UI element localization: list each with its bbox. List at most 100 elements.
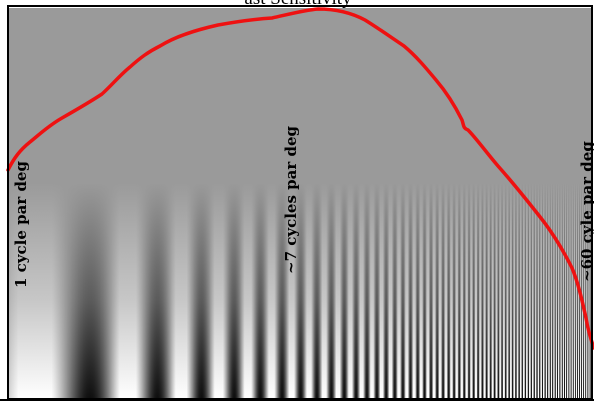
grating-column [424,6,426,399]
grating-column [412,6,414,399]
grating-column [554,6,556,399]
grating-column [484,6,486,399]
grating-column [196,6,198,399]
grating-column [298,6,300,399]
grating-column [449,6,451,399]
grating-column [294,6,296,399]
grating-column [524,6,526,399]
grating-column [124,6,126,399]
grating-column [226,6,228,399]
grating-column [137,6,139,399]
grating-column [207,6,209,399]
grating-column [265,6,267,399]
grating-column [274,6,276,399]
grating-column [455,6,457,399]
label-7-cycles-per-deg: ~7 cycles par deg [282,126,300,274]
grating-column [190,6,192,399]
grating-column [344,6,346,399]
grating-column [381,6,383,399]
grating-column [504,6,506,399]
grating-column [224,6,226,399]
grating-column [78,6,80,399]
grating-column [46,6,48,399]
grating-column [454,6,456,399]
grating-column [292,6,294,399]
sine-grating [8,6,593,399]
grating-column [158,6,160,399]
grating-column [521,6,523,399]
grating-column [258,6,260,399]
grating-column [448,6,450,399]
grating-column [88,6,90,399]
grating-column [323,6,325,399]
grating-column [401,6,403,399]
grating-column [267,6,269,399]
grating-column [125,6,127,399]
grating-column [413,6,415,399]
grating-column [39,6,41,399]
grating-column [123,6,125,399]
grating-column [198,6,200,399]
grating-column [302,6,304,399]
grating-column [368,6,370,399]
grating-column [159,6,161,399]
grating-column [109,6,111,399]
grating-column [586,6,588,399]
grating-column [550,6,552,399]
grating-column [244,6,246,399]
grating-column [218,6,220,399]
grating-column [339,6,341,399]
grating-column [562,6,564,399]
grating-column [162,6,164,399]
grating-column [151,6,153,399]
grating-column [156,6,158,399]
grating-column [223,6,225,399]
grating-column [205,6,207,399]
grating-column [407,6,409,399]
grating-column [28,6,30,399]
grating-column [74,6,76,399]
grating-column [108,6,110,399]
grating-column [392,6,394,399]
grating-column [555,6,557,399]
grating-column [518,6,520,399]
grating-column [548,6,550,399]
grating-column [251,6,253,399]
grating-column [126,6,128,399]
grating-column [171,6,173,399]
grating-column [192,6,194,399]
grating-column [217,6,219,399]
grating-column [288,6,290,399]
grating-column [249,6,251,399]
grating-column [532,6,534,399]
grating-column [576,6,578,399]
grating-column [18,6,20,399]
grating-column [155,6,157,399]
grating-column [51,6,53,399]
grating-column [476,6,478,399]
grating-column [585,6,587,399]
grating-column [94,6,96,399]
grating-column [444,6,446,399]
grating-column [399,6,401,399]
grating-column [330,6,332,399]
grating-column [383,6,385,399]
grating-column [556,6,558,399]
grating-column [409,6,411,399]
grating-column [450,6,452,399]
grating-column [307,6,309,399]
grating-column [397,6,399,399]
grating-column [335,6,337,399]
grating-column [154,6,156,399]
grating-column [519,6,521,399]
grating-column [418,6,420,399]
grating-column [263,6,265,399]
grating-column [402,6,404,399]
grating-column [321,6,323,399]
grating-column [406,6,408,399]
grating-column [167,6,169,399]
grating-column [118,6,120,399]
grating-column [351,6,353,399]
grating-column [269,6,271,399]
grating-column [13,6,15,399]
